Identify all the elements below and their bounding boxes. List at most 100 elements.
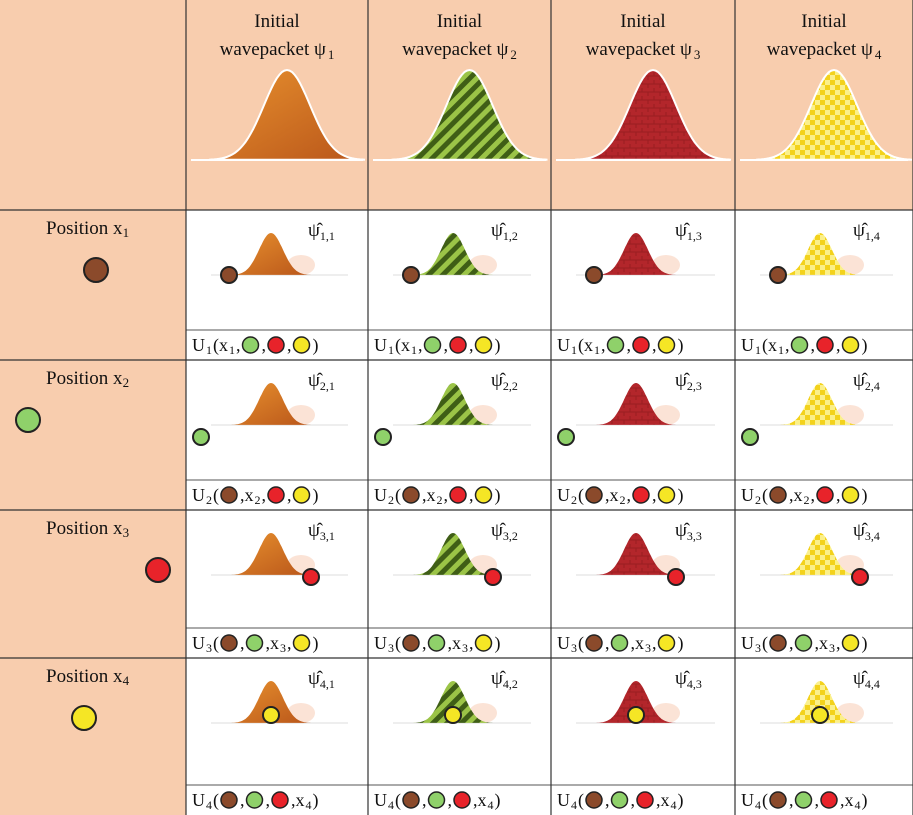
caption-dot: [794, 791, 813, 809]
cell: [368, 658, 551, 815]
psi-index: 2,3: [687, 379, 702, 393]
caption-dot: [606, 336, 625, 354]
psi-index: 1,2: [503, 229, 518, 243]
wavepacket: [413, 681, 493, 723]
caption-text: ,: [811, 485, 816, 505]
caption-text: U: [192, 790, 205, 810]
caption-text: (x: [213, 335, 228, 356]
cell: [186, 360, 368, 510]
row-dot: [15, 407, 41, 433]
psi-hat: ψ̂: [491, 520, 506, 541]
psi-hat: ψ̂: [853, 370, 868, 391]
psi-label: ψ̂2,4: [853, 370, 880, 393]
psi-label: ψ̂3,3: [675, 520, 702, 543]
column-title: Initial: [620, 11, 665, 32]
caption-text: U: [374, 485, 387, 505]
caption-text: ,: [836, 335, 841, 355]
row-label-sub: 2: [123, 375, 130, 390]
psi-index: 1,1: [320, 229, 335, 243]
caption-dot: [402, 791, 420, 809]
psi-label: ψ̂4,3: [675, 668, 702, 691]
wavepacket: [574, 68, 732, 161]
caption-text: U: [557, 335, 570, 355]
caption-dot: [267, 486, 285, 504]
caption-text: ): [313, 335, 319, 356]
caption-text: ): [678, 790, 684, 811]
caption-sub: 3: [755, 641, 761, 655]
caption-text: ,: [236, 335, 241, 355]
caption-dot: [610, 634, 629, 652]
psi-label: ψ̂3,4: [853, 520, 880, 543]
caption-text: ,: [652, 335, 657, 355]
wavepacket: [780, 533, 860, 575]
caption-dot: [585, 486, 603, 504]
psi-label: ψ̂2,2: [491, 370, 518, 393]
caption-dot: [769, 486, 787, 504]
psi-label: ψ̂1,4: [853, 220, 880, 243]
cell: [551, 658, 735, 815]
caption-text: ,: [836, 485, 841, 505]
psi-hat: ψ̂: [675, 520, 690, 541]
caption-text: ,: [627, 335, 632, 355]
position-dot: [667, 568, 685, 586]
psi-label: ψ̂4,1: [308, 668, 335, 691]
caption-text: ,x: [631, 633, 645, 653]
position-dot: [374, 428, 392, 446]
caption-text: ,x: [291, 790, 305, 810]
row-label: Position x4: [46, 666, 130, 688]
caption-text: ,: [631, 790, 636, 810]
caption-text: ,: [266, 790, 271, 810]
caption-dot: [245, 791, 264, 809]
caption-text: (x: [762, 335, 777, 356]
caption-dot: [402, 634, 420, 652]
caption-text: ,: [789, 790, 794, 810]
caption-text: ,: [287, 335, 292, 355]
caption-dot: [585, 634, 603, 652]
caption-text: U: [374, 633, 387, 653]
caption-sub: 1: [229, 343, 235, 357]
caption-sub: 2: [437, 493, 443, 507]
psi-hat: ψ̂: [675, 220, 690, 241]
caption-dot: [841, 336, 860, 354]
caption-dot: [220, 634, 238, 652]
psi-index: 2,4: [865, 379, 880, 393]
caption-sub: 2: [255, 493, 261, 507]
psi-hat: ψ̂: [853, 220, 868, 241]
caption-text: ,: [262, 335, 267, 355]
caption-text: ): [495, 633, 501, 654]
psi-hat: ψ̂: [308, 370, 323, 391]
caption-dot: [816, 486, 834, 504]
cell: [368, 360, 551, 510]
position-dot: [811, 706, 829, 724]
psi-index: 2,1: [320, 379, 335, 393]
caption-dot: [241, 336, 260, 354]
caption-sub: 1: [411, 343, 417, 357]
caption-text: ,: [262, 485, 267, 505]
caption-text: ,: [605, 790, 610, 810]
position-dot: [262, 706, 280, 724]
psi-label: ψ̂4,4: [853, 668, 880, 691]
caption-text: (: [578, 633, 584, 654]
wavepacket: [231, 681, 311, 723]
psi-sub: 3: [694, 47, 701, 62]
caption-text: ): [313, 485, 319, 506]
caption-text: ): [678, 633, 684, 654]
caption-text: U: [557, 485, 570, 505]
caption-dot: [794, 634, 813, 652]
caption-text: ): [495, 485, 501, 506]
caption-text: U: [741, 485, 754, 505]
caption-text: (x: [578, 335, 593, 356]
psi-hat: ψ̂: [675, 370, 690, 391]
caption-text: (: [395, 633, 401, 654]
psi-hat: ψ̂: [491, 668, 506, 689]
cell: [368, 510, 551, 658]
wavepacket: [780, 383, 860, 425]
wavepacket: [231, 383, 311, 425]
cell: [735, 510, 913, 658]
wavepacket: [780, 681, 860, 723]
caption-text: U: [557, 633, 570, 653]
